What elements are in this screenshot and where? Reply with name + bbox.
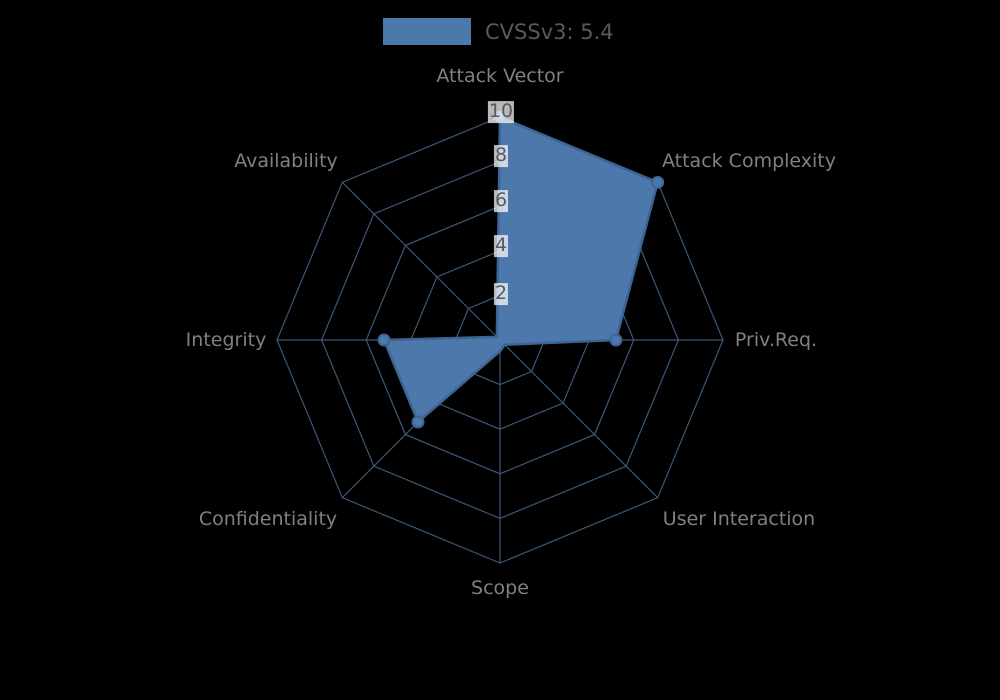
data-point-marker [651, 175, 665, 189]
data-point-marker [411, 415, 425, 429]
axis-label-integrity: Integrity [185, 329, 267, 351]
series-polygon [382, 115, 659, 424]
axis-label-priv-req: Priv.Req. [734, 329, 818, 351]
axis-label-user-interaction: User Interaction [662, 508, 816, 530]
chart-legend: CVSSv3: 5.4 [383, 18, 614, 45]
series-area-polygon [382, 115, 659, 424]
grid-spoke [341, 181, 501, 341]
radial-tick-2: 2 [493, 282, 509, 305]
radial-tick-8: 8 [493, 144, 509, 167]
legend-color-swatch [383, 18, 471, 45]
axis-label-scope: Scope [471, 577, 529, 599]
axis-label-availability: Availability [234, 150, 338, 172]
radial-tick-10: 10 [487, 100, 515, 123]
data-point-marker [377, 333, 391, 347]
axis-label-confidentiality: Confidentiality [198, 508, 338, 530]
axis-label-attack-vector: Attack Vector [436, 65, 564, 87]
axis-label-attack-complexity: Attack Complexity [661, 150, 837, 172]
radial-tick-4: 4 [493, 234, 509, 257]
grid-spoke [499, 339, 659, 499]
legend-label: CVSSv3: 5.4 [485, 19, 614, 44]
data-point-marker [609, 333, 623, 347]
radial-tick-6: 6 [493, 189, 509, 212]
